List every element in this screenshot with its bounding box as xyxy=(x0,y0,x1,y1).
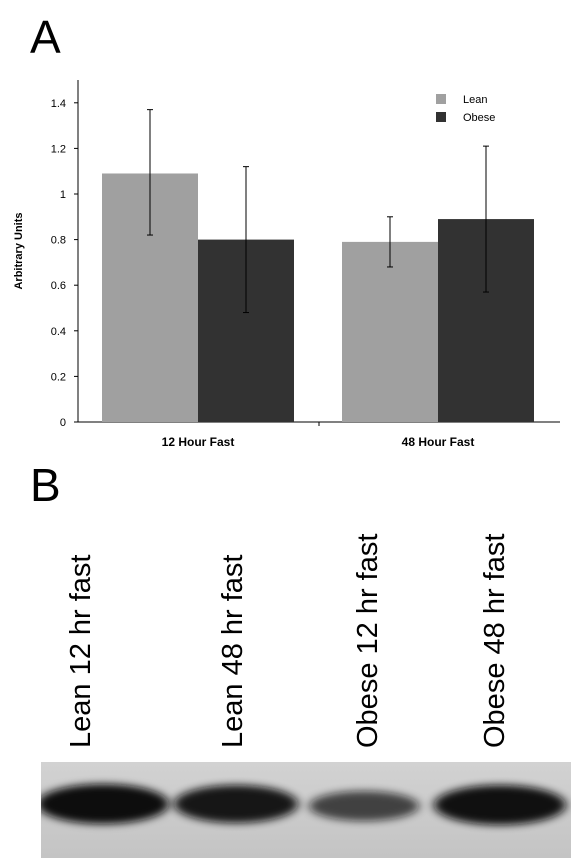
panel-a-letter: A xyxy=(30,14,61,60)
bar-chart: 0 0.2 0.4 0.6 0.8 1 1.2 1.4 Arbitrary Units 12 Ho… xyxy=(0,70,571,460)
legend-swatch-lean xyxy=(436,94,446,104)
lane-label-lean-48hr: Lean 48 hr fast xyxy=(218,555,248,748)
blot-band-2 xyxy=(309,791,419,821)
y-tick-label: 0 xyxy=(60,417,66,429)
bar-lean-1 xyxy=(342,242,438,422)
panel-b-letter: B xyxy=(30,462,61,508)
y-tick-label: 0.6 xyxy=(51,280,66,292)
legend-label-obese: Obese xyxy=(463,112,495,124)
y-tick-label: 1 xyxy=(60,189,66,201)
y-tick-label: 0.2 xyxy=(51,371,66,383)
blot-band-0 xyxy=(41,784,169,824)
legend-swatch-obese xyxy=(436,112,446,122)
blot-band-1 xyxy=(174,785,298,823)
legend-label-lean: Lean xyxy=(463,94,487,106)
y-tick-label: 1.2 xyxy=(51,143,66,155)
blot-band-3 xyxy=(434,785,566,825)
x-category-label: 12 Hour Fast xyxy=(162,435,235,449)
lane-label-obese-12hr: Obese 12 hr fast xyxy=(353,534,383,748)
lane-label-lean-12hr: Lean 12 hr fast xyxy=(66,555,96,748)
western-blot-image xyxy=(41,762,571,858)
x-category-label: 48 Hour Fast xyxy=(402,435,475,449)
y-axis-label: Arbitrary Units xyxy=(13,212,25,289)
y-tick-label: 0.8 xyxy=(51,235,66,247)
y-tick-label: 0.4 xyxy=(51,326,66,338)
lane-label-obese-48hr: Obese 48 hr fast xyxy=(480,534,510,748)
y-tick-label: 1.4 xyxy=(51,98,66,110)
